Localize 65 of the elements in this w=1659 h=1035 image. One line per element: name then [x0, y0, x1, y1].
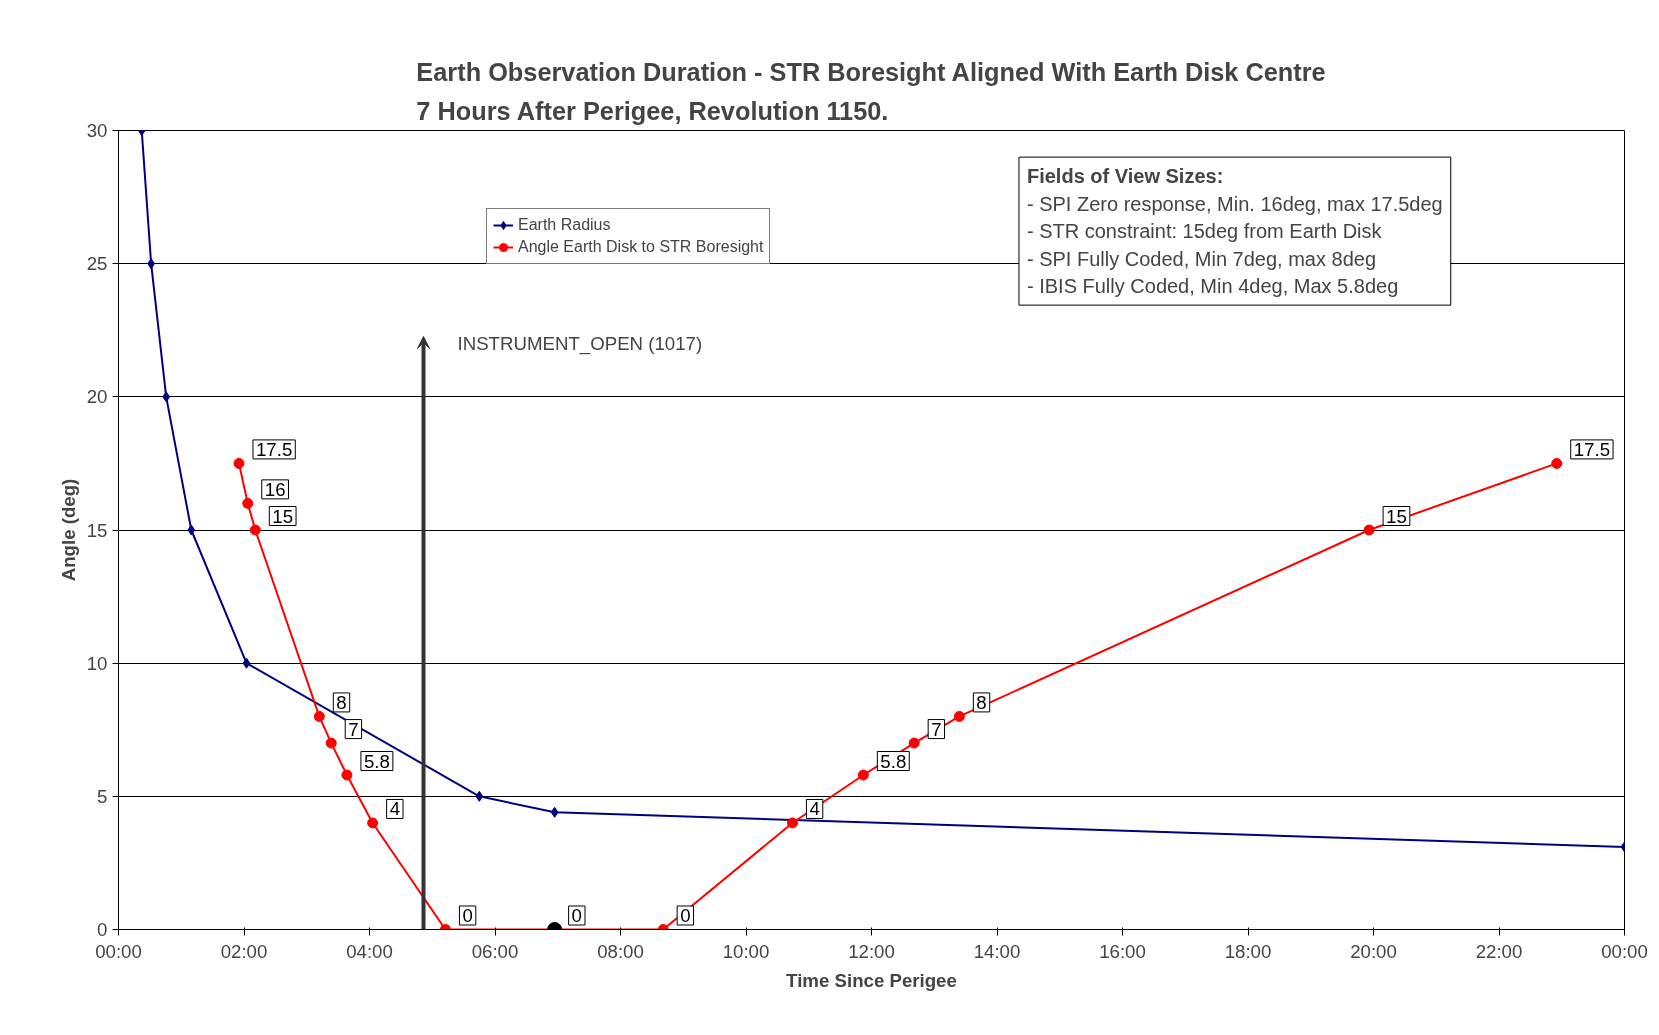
x-tick-label: 08:00	[597, 940, 644, 962]
x-tick-label: 10:00	[722, 940, 770, 962]
y-tick-label: 25	[86, 253, 108, 275]
chart-title: Earth Observation Duration - STR Boresight Aligned With Earth Disk Centre 7 Hours After Perigee, Revolution 1150.	[416, 58, 1326, 126]
annotation: Fields of View Sizes:	[1026, 165, 1224, 188]
x-tick-label: 20:00	[1350, 940, 1397, 962]
x-tick-label: 06:00	[471, 940, 519, 962]
point	[242, 657, 251, 669]
point	[367, 817, 379, 829]
point	[857, 769, 869, 781]
y-axis-title: Angle (deg)	[57, 478, 79, 582]
data-label: 15	[1386, 505, 1407, 527]
data-label: 0	[680, 905, 691, 926]
point	[313, 710, 325, 722]
legend-label: Angle Earth Disk to STR Boresight	[518, 238, 764, 256]
point	[786, 817, 798, 829]
annotation: - SPI Fully Coded, Min 7deg, max 8deg	[1026, 247, 1377, 270]
x-tick-label: 04:00	[346, 940, 393, 962]
x-tick-label: 16:00	[1099, 940, 1146, 962]
x-tick-label: 18:00	[1224, 940, 1272, 962]
point	[953, 710, 965, 722]
data-label: 15	[272, 505, 294, 527]
point	[233, 457, 245, 469]
annotation: - STR constraint: 15deg from Earth Disk	[1026, 220, 1383, 243]
data-label: 4	[389, 798, 401, 820]
point	[325, 737, 337, 749]
x-tick-label: 22:00	[1475, 940, 1523, 962]
y-tick-label: 20	[86, 386, 108, 408]
data-label: 7	[931, 718, 942, 740]
y-tick-label: 0	[97, 919, 108, 940]
x-tick-label: 14:00	[973, 940, 1021, 962]
annotation: INSTRUMENT_OPEN (1017)	[457, 333, 703, 355]
x-tick-label: 00:00	[95, 940, 142, 962]
point	[550, 806, 559, 818]
x-tick-label: 02:00	[220, 940, 268, 962]
y-tick-label: 30	[86, 120, 108, 141]
point	[908, 737, 920, 749]
point	[341, 769, 353, 781]
x-tick-label: 00:00	[1601, 940, 1648, 962]
point	[249, 524, 261, 536]
point	[187, 524, 196, 536]
x-tick-label: 12:00	[848, 940, 895, 962]
data-label: 5.8	[880, 750, 907, 772]
annotation: - SPI Zero response, Min. 16deg, max 17.5deg	[1026, 192, 1443, 215]
x-axis-title: Time Since Perigee	[786, 969, 957, 991]
data-label: 4	[809, 798, 820, 820]
data-label: 17.5	[1573, 438, 1611, 460]
data-label: 7	[348, 718, 359, 740]
point	[242, 497, 254, 509]
y-tick-label: 10	[86, 652, 108, 674]
y-tick-label: 15	[86, 519, 108, 541]
data-label: 0	[571, 905, 582, 926]
y-tick-label: 5	[97, 785, 108, 807]
point	[475, 790, 484, 802]
annotation: - IBIS Fully Coded, Min 4deg, Max 5.8deg	[1026, 275, 1399, 298]
data-label: 16	[264, 478, 286, 500]
data-label: 0	[462, 905, 473, 926]
legend-label: Earth Radius	[518, 216, 611, 234]
data-label: 8	[976, 691, 987, 713]
data-label: 5.8	[363, 750, 390, 772]
point	[1551, 457, 1563, 469]
point	[1363, 524, 1375, 536]
data-label: 17.5	[255, 438, 293, 460]
data-label: 8	[336, 691, 347, 713]
point	[162, 391, 171, 403]
